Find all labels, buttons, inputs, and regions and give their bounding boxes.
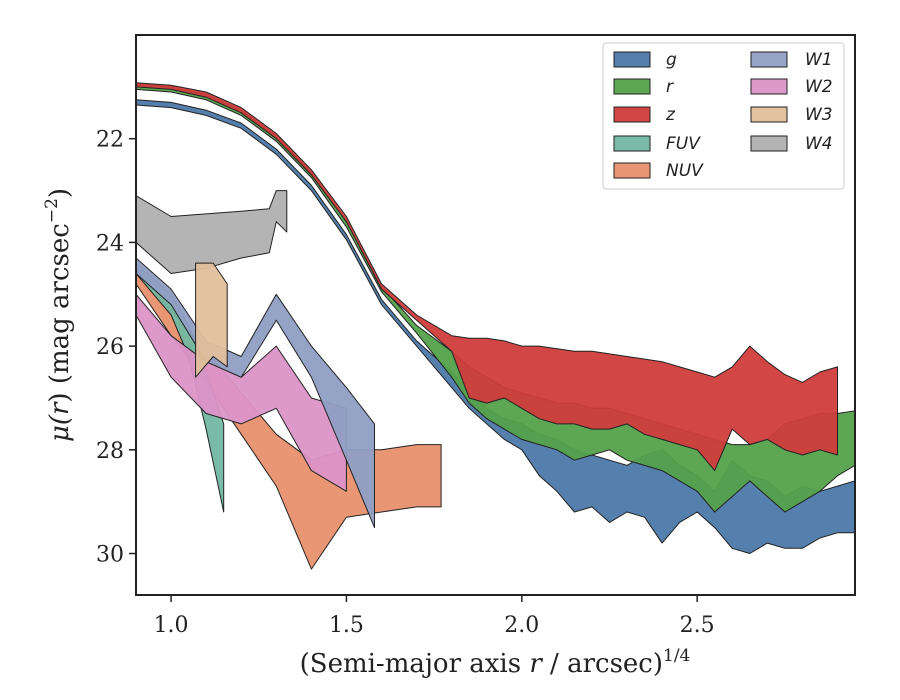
legend-swatch-w2 [750,78,788,95]
legend-swatch-w1 [750,51,788,68]
y-tick-label: 24 [96,231,124,256]
legend-entry-r: r [613,77,674,97]
band-z [136,82,838,472]
legend-entry-w3: W3 [750,105,833,125]
y-tick-label: 22 [96,128,124,153]
legend-entry-w2: W2 [750,77,833,97]
legend-label-fuv: FUV [666,134,701,154]
legend-entry-nuv: NUV [613,161,704,181]
legend-label-z: z [665,105,676,125]
x-tick-label: 2.5 [680,613,715,638]
legend-entry-g: g [613,50,677,70]
legend-entry-w1: W1 [750,50,833,70]
legend-label-g: g [666,50,677,70]
legend-label-r: r [666,77,674,97]
legend-swatch-r [613,78,651,95]
legend-swatch-g [613,51,651,68]
legend-label-w2: W2 [805,77,833,97]
legend-swatch-w3 [750,106,788,123]
legend-entry-fuv: FUV [613,134,701,154]
y-tick-label: 28 [96,439,124,464]
band-w3 [195,262,228,378]
y-axis: 22 24 26 28 30 [96,128,136,568]
legend-entry-z: z [613,105,676,125]
band-w4 [136,190,288,274]
legend-label-w4: W4 [805,134,833,154]
legend-swatch-nuv [613,162,651,179]
x-axis: 1.0 1.5 2.0 2.5 [154,595,715,638]
y-axis-label: μ(r) (mag arcsec−2) [42,188,75,442]
plot-frame [135,34,856,596]
legend-label-w1: W1 [805,50,833,70]
legend-swatch-z [613,106,651,123]
legend-label-w3: W3 [805,105,833,125]
x-axis-label: (Semi-major axis r / arcsec)1/4 [300,646,691,679]
legend-swatch-fuv [613,135,651,152]
y-tick-label: 26 [96,335,124,360]
x-tick-label: 2.0 [504,613,539,638]
legend-swatch-w4 [750,135,788,152]
plot-area [136,82,855,570]
legend-label-nuv: NUV [666,161,704,181]
x-tick-label: 1.5 [329,613,364,638]
y-tick-label: 30 [96,543,124,568]
legend-entry-w4: W4 [750,134,833,154]
x-tick-label: 1.0 [154,613,189,638]
legend: g r z FUV NUV W1 W2 W3 [602,42,845,190]
